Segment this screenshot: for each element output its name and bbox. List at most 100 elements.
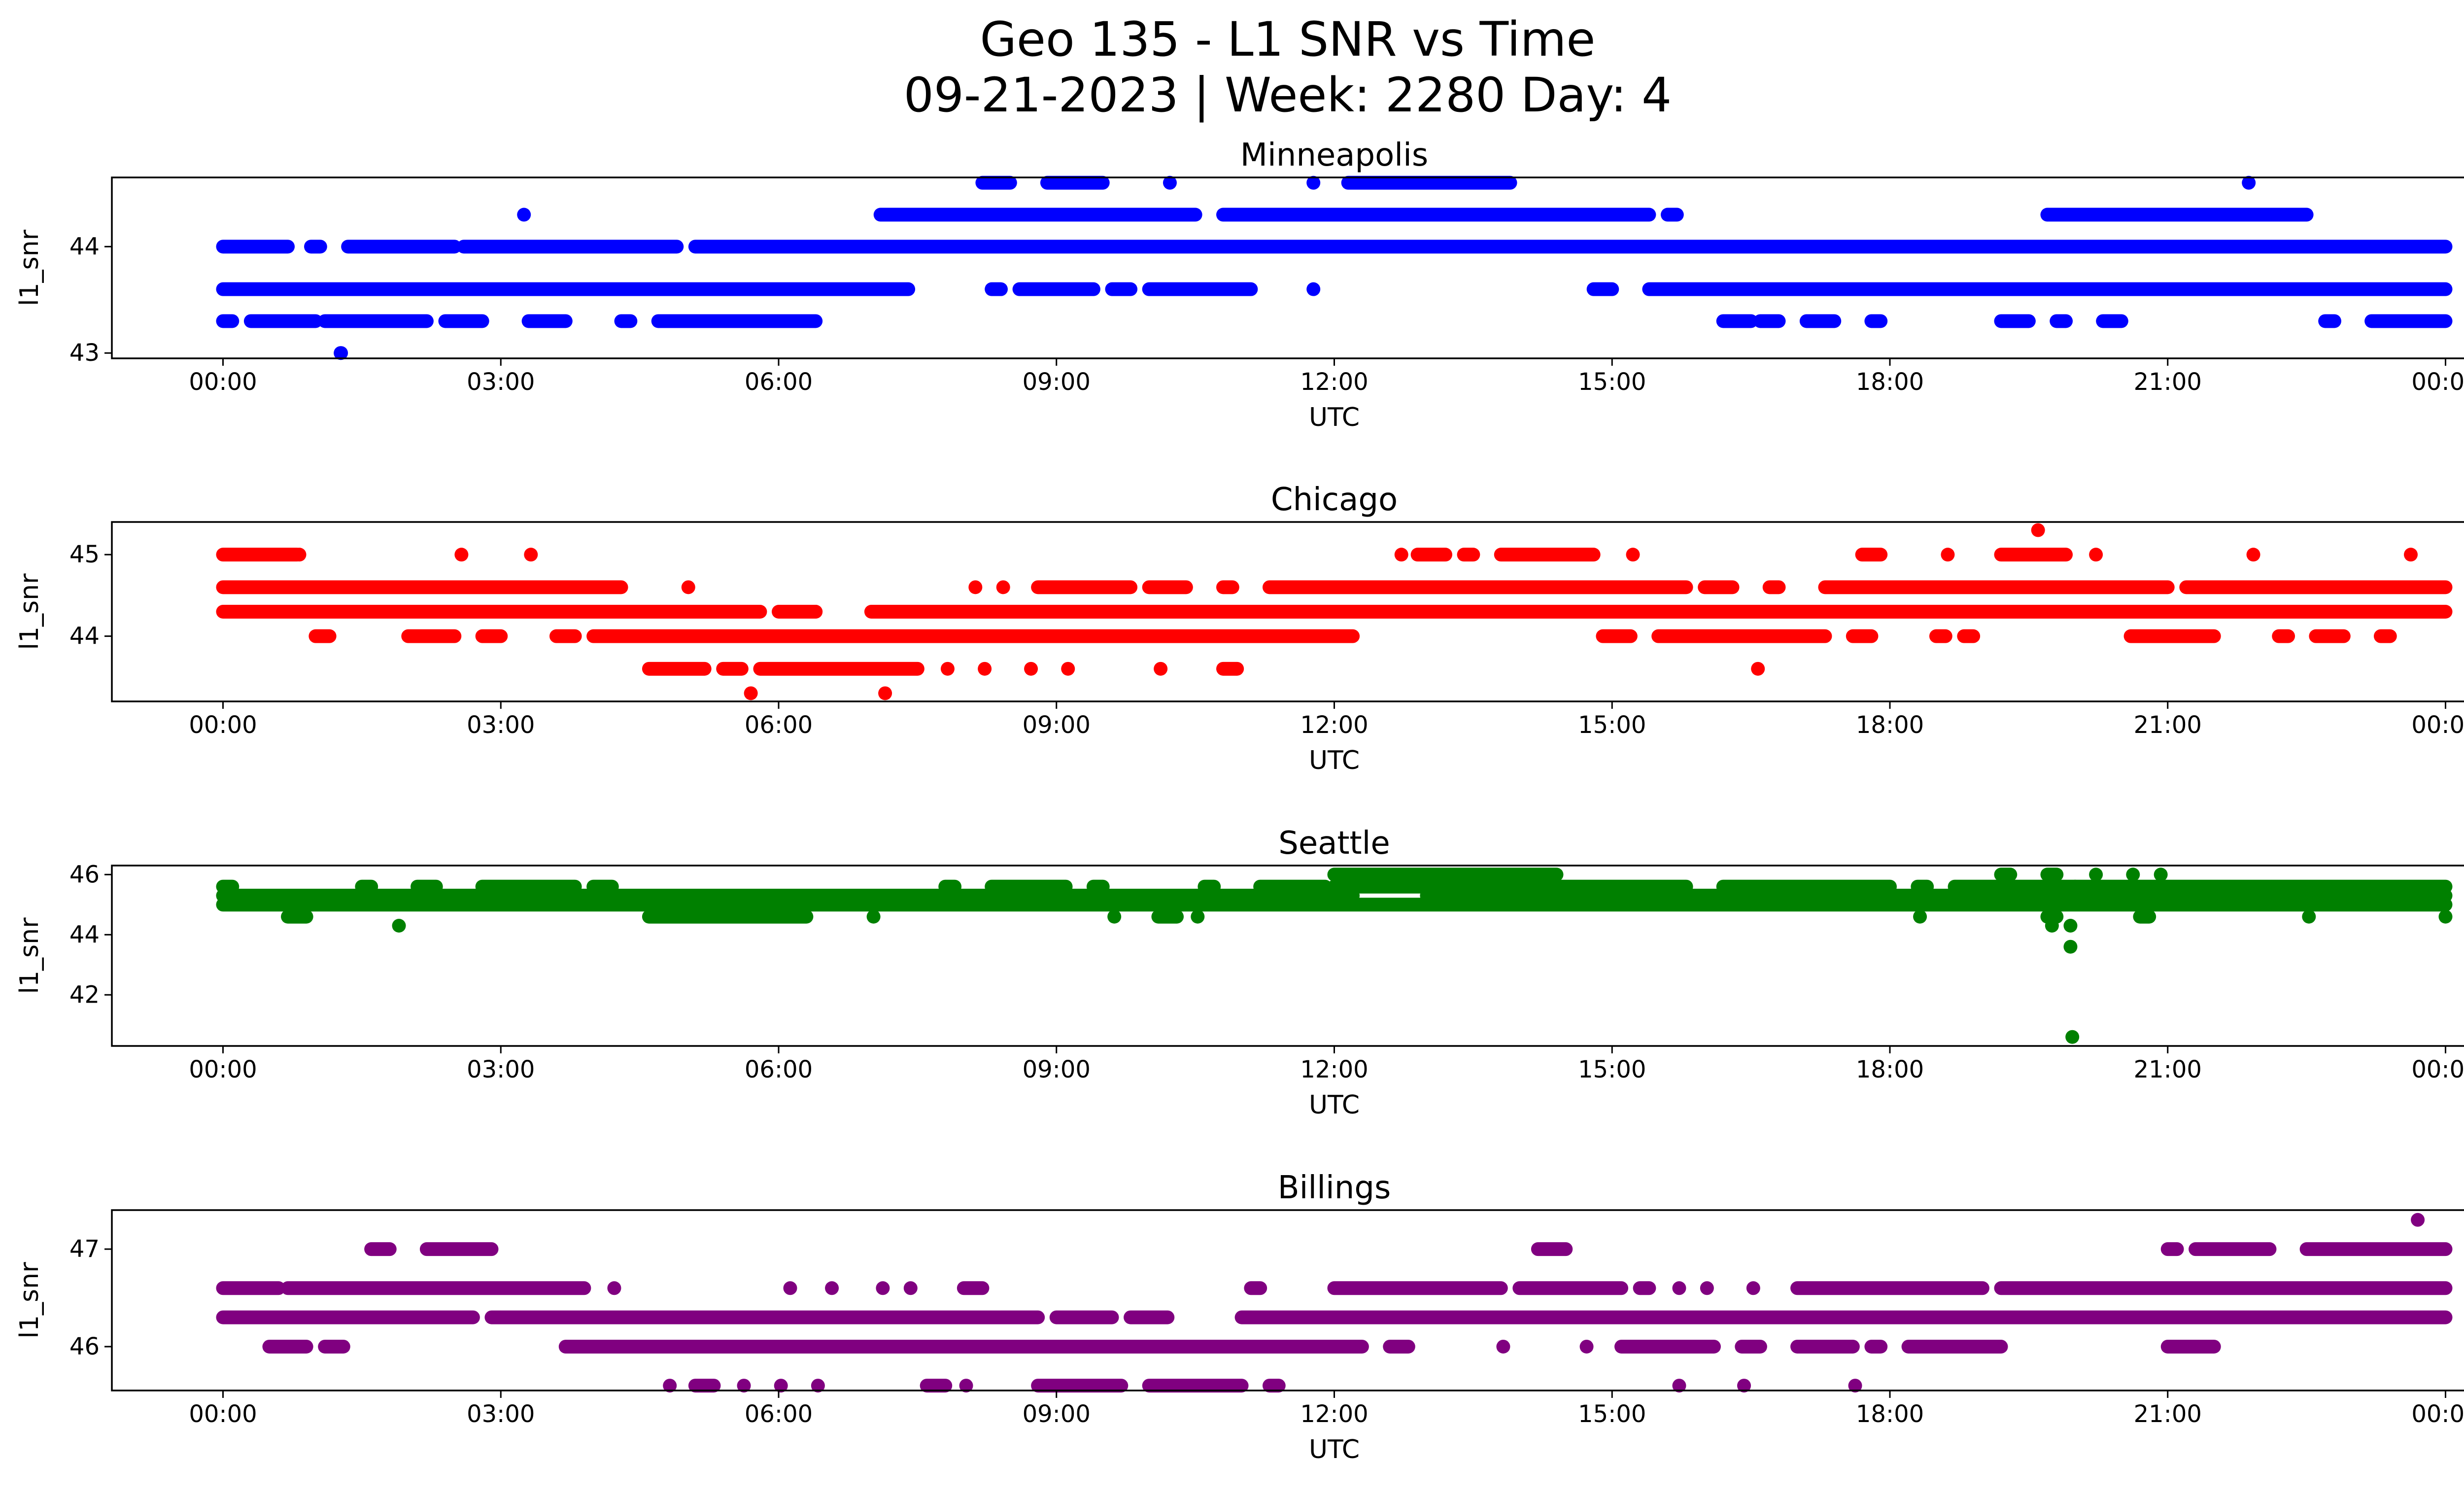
x-tick-label: 09:00 [1023, 368, 1091, 396]
x-axis-label: UTC [1309, 746, 1360, 775]
subplot-billings: 00:00 03:00 06:00 09:00 12:00 15:00 18:00 21:00… [15, 1170, 2464, 1464]
x-tick-label: 09:00 [1023, 1056, 1091, 1083]
y-tick-label: 43 [69, 339, 100, 367]
x-tick-label: 06:00 [745, 368, 813, 396]
x-tick-label: 21:00 [2134, 1056, 2202, 1083]
y-axis-label: l1_snr [15, 917, 44, 994]
data-point [1306, 175, 1321, 190]
subplot-title: Billings [1278, 1170, 1391, 1206]
data-point [2063, 939, 2078, 954]
data-point [1626, 548, 1640, 562]
data-point [1394, 548, 1408, 562]
x-tick-label: 15:00 [1578, 711, 1646, 739]
data-point [737, 1379, 751, 1393]
x-tick-label: 00:00 [2411, 368, 2464, 396]
data-points [216, 868, 2453, 1044]
data-point [878, 686, 892, 700]
x-tick-label: 21:00 [2134, 711, 2202, 739]
y-tick-label: 46 [69, 861, 100, 888]
data-point [2302, 909, 2316, 924]
x-tick-label: 06:00 [745, 1056, 813, 1083]
data-point [2438, 909, 2453, 924]
data-point [744, 686, 758, 700]
data-point [2242, 175, 2256, 190]
data-point [825, 1281, 839, 1295]
subplots: 00:00 03:00 06:00 09:00 12:00 15:00 18:00 21:00… [15, 137, 2464, 1464]
data-point [292, 548, 307, 562]
data-point [1672, 1281, 1686, 1295]
x-tick-label: 18:00 [1856, 711, 1924, 739]
data-point [2246, 548, 2260, 562]
data-points [216, 175, 2453, 360]
data-point [2404, 548, 2418, 562]
data-point [968, 580, 983, 594]
x-tick-label: 00:00 [2411, 1056, 2464, 1083]
y-axis-label: l1_snr [15, 1262, 44, 1339]
data-point [2068, 879, 2082, 894]
y-tick-label: 47 [69, 1235, 100, 1263]
data-point [1154, 661, 1168, 676]
x-tick-label: 09:00 [1023, 1400, 1091, 1428]
data-point [978, 661, 992, 676]
data-point [2126, 868, 2140, 882]
x-tick-label: 15:00 [1578, 368, 1646, 396]
data-point [1191, 909, 1205, 924]
data-point [959, 1379, 973, 1393]
x-tick-label: 03:00 [467, 1400, 535, 1428]
data-point [2065, 1030, 2080, 1044]
data-point [681, 580, 695, 594]
y-axis-label: l1_snr [15, 573, 44, 650]
data-point [1672, 1379, 1686, 1393]
subplot-minneapolis: 00:00 03:00 06:00 09:00 12:00 15:00 18:00 21:00… [15, 137, 2464, 432]
y-tick-label: 45 [69, 541, 100, 568]
data-point [1107, 909, 1122, 924]
data-point [1848, 1379, 1862, 1393]
data-point [2411, 1213, 2425, 1227]
data-points [216, 1213, 2453, 1393]
data-point [903, 1281, 918, 1295]
data-point [663, 1379, 677, 1393]
y-tick-label: 44 [69, 623, 100, 650]
data-point [2089, 548, 2103, 562]
data-points [216, 523, 2453, 700]
data-point [2089, 868, 2103, 882]
x-tick-label: 03:00 [467, 368, 535, 396]
data-point [2063, 919, 2078, 933]
data-point [940, 661, 955, 676]
x-tick-label: 12:00 [1300, 1400, 1368, 1428]
x-tick-label: 00:00 [189, 711, 257, 739]
x-axis-label: UTC [1309, 1090, 1360, 1120]
x-tick-label: 21:00 [2134, 368, 2202, 396]
x-tick-label: 00:00 [189, 1400, 257, 1428]
x-axis-label: UTC [1309, 403, 1360, 432]
x-tick-label: 06:00 [745, 1400, 813, 1428]
subplot-chicago: 00:00 03:00 06:00 09:00 12:00 15:00 18:00 21:00… [15, 482, 2464, 775]
x-tick-label: 00:00 [189, 1056, 257, 1083]
data-point [1024, 661, 1038, 676]
data-point [876, 1281, 890, 1295]
x-tick-label: 18:00 [1856, 368, 1924, 396]
subplot-title: Seattle [1278, 825, 1390, 862]
data-point [1700, 1281, 1714, 1295]
data-point [783, 1281, 797, 1295]
y-tick-label: 42 [69, 981, 100, 1008]
data-point [2154, 868, 2168, 882]
x-tick-label: 03:00 [467, 711, 535, 739]
x-tick-label: 15:00 [1578, 1056, 1646, 1083]
data-point [607, 1281, 621, 1295]
x-axis-label: UTC [1309, 1435, 1360, 1464]
x-tick-label: 12:00 [1300, 711, 1368, 739]
y-axis-label: l1_snr [15, 229, 44, 306]
x-tick-label: 21:00 [2134, 1400, 2202, 1428]
data-point [524, 548, 538, 562]
data-point [1737, 1379, 1751, 1393]
figure-title-line2: 09-21-2023 | Week: 2280 Day: 4 [904, 68, 1672, 123]
data-point [1579, 1339, 1594, 1354]
y-tick-label: 44 [69, 233, 100, 260]
subplot-title: Chicago [1271, 482, 1398, 518]
x-tick-label: 12:00 [1300, 368, 1368, 396]
data-point [1496, 1339, 1510, 1354]
data-point [2031, 523, 2045, 537]
x-tick-label: 09:00 [1023, 711, 1091, 739]
data-point [1061, 661, 1075, 676]
